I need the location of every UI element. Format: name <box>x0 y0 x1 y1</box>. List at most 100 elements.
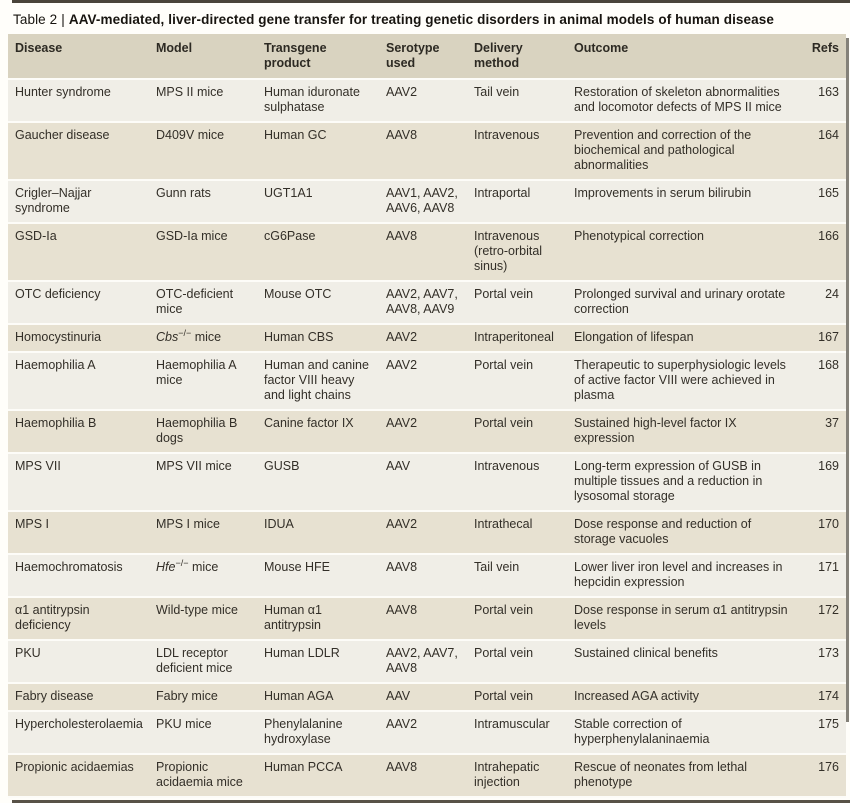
cell-model: Cbs−/− mice <box>156 324 264 353</box>
cell-serotype: AAV8 <box>386 597 474 641</box>
cell-serotype: AAV8 <box>386 554 474 598</box>
cell-transgene: Human CBS <box>264 324 386 353</box>
table-row: Gaucher disease D409V mice Human GC AAV8 Int… <box>8 122 846 181</box>
cell-model: Haemophilia A mice <box>156 352 264 411</box>
cell-transgene: Human GC <box>264 122 386 181</box>
cell-refs: 165 <box>804 180 846 224</box>
cell-delivery: Portal vein <box>474 683 574 712</box>
col-header-model: Model <box>156 34 264 80</box>
cell-delivery: Intravenous <box>474 453 574 512</box>
table-caption: Table 2 | AAV-mediated, liver-directed gen… <box>0 0 850 34</box>
cell-refs: 176 <box>804 754 846 798</box>
cell-outcome: Restoration of skeleton abnormalities an… <box>574 79 804 123</box>
table-row: Crigler–Najjar syndrome Gunn rats UGT1A1 AA… <box>8 180 846 224</box>
cell-serotype: AAV8 <box>386 223 474 282</box>
cell-disease: Hypercholesterolaemia <box>8 711 156 755</box>
cell-disease: MPS I <box>8 511 156 555</box>
cell-serotype: AAV2 <box>386 79 474 123</box>
cell-model: Hfe−/− mice <box>156 554 264 598</box>
cell-refs: 173 <box>804 640 846 684</box>
cell-delivery: Intraportal <box>474 180 574 224</box>
cell-serotype: AAV2 <box>386 410 474 454</box>
cell-delivery: Portal vein <box>474 597 574 641</box>
cell-disease: Gaucher disease <box>8 122 156 181</box>
cell-refs: 172 <box>804 597 846 641</box>
cell-outcome: Phenotypical correction <box>574 223 804 282</box>
cell-delivery: Tail vein <box>474 554 574 598</box>
cell-delivery: Intramuscular <box>474 711 574 755</box>
cell-transgene: Human α1 antitrypsin <box>264 597 386 641</box>
cell-outcome: Prevention and correction of the biochem… <box>574 122 804 181</box>
cell-model: Haemophilia B dogs <box>156 410 264 454</box>
cell-disease: MPS VII <box>8 453 156 512</box>
cell-transgene: Human PCCA <box>264 754 386 798</box>
col-header-disease: Disease <box>8 34 156 80</box>
cell-delivery: Intraperitoneal <box>474 324 574 353</box>
table-row: Homocystinuria Cbs−/− mice Human CBS AAV2 In… <box>8 324 846 353</box>
table-row: Haemochromatosis Hfe−/− mice Mouse HFE AAV8… <box>8 554 846 598</box>
cell-disease: Homocystinuria <box>8 324 156 353</box>
top-rule <box>12 0 850 3</box>
cell-transgene: cG6Pase <box>264 223 386 282</box>
cell-serotype: AAV <box>386 453 474 512</box>
table-row: GSD-Ia GSD-Ia mice cG6Pase AAV8 Intravenous … <box>8 223 846 282</box>
cell-transgene: Human and canine factor VIII heavy and l… <box>264 352 386 411</box>
cell-disease: Haemophilia B <box>8 410 156 454</box>
table-title: AAV-mediated, liver-directed gene transf… <box>68 12 774 27</box>
cell-outcome: Therapeutic to superphysiologic levels o… <box>574 352 804 411</box>
cell-disease: Crigler–Najjar syndrome <box>8 180 156 224</box>
cell-refs: 37 <box>804 410 846 454</box>
cell-model: PKU mice <box>156 711 264 755</box>
cell-disease: PKU <box>8 640 156 684</box>
cell-model: MPS I mice <box>156 511 264 555</box>
table-row: Hypercholesterolaemia PKU mice Phenylalani… <box>8 711 846 755</box>
table-row: PKU LDL receptor deficient mice Human LDLR… <box>8 640 846 684</box>
cell-model: Propionic acidaemia mice <box>156 754 264 798</box>
cell-model: Fabry mice <box>156 683 264 712</box>
cell-serotype: AAV1, AAV2, AAV6, AAV8 <box>386 180 474 224</box>
cell-outcome: Dose response in serum α1 antitrypsin le… <box>574 597 804 641</box>
cell-refs: 175 <box>804 711 846 755</box>
header-row: Disease Model Transgene product Serotype… <box>8 34 846 80</box>
cell-transgene: Phenylalanine hydroxylase <box>264 711 386 755</box>
cell-refs: 169 <box>804 453 846 512</box>
table-row: MPS VII MPS VII mice GUSB AAV Intravenous Lon… <box>8 453 846 512</box>
cell-refs: 166 <box>804 223 846 282</box>
caption-separator: | <box>61 12 65 27</box>
cell-delivery: Intrathecal <box>474 511 574 555</box>
cell-refs: 164 <box>804 122 846 181</box>
cell-serotype: AAV2 <box>386 711 474 755</box>
cell-serotype: AAV8 <box>386 754 474 798</box>
cell-disease: α1 antitrypsin deficiency <box>8 597 156 641</box>
cell-serotype: AAV2, AAV7, AAV8, AAV9 <box>386 281 474 325</box>
cell-transgene: GUSB <box>264 453 386 512</box>
col-header-delivery: Delivery method <box>474 34 574 80</box>
cell-delivery: Intravenous (retro-orbital sinus) <box>474 223 574 282</box>
cell-transgene: Mouse HFE <box>264 554 386 598</box>
cell-outcome: Sustained high-level factor IX expressio… <box>574 410 804 454</box>
cell-disease: Propionic acidaemias <box>8 754 156 798</box>
table-row: MPS I MPS I mice IDUA AAV2 Intrathecal Dose r… <box>8 511 846 555</box>
cell-outcome: Stable correction of hyperphenylalaninae… <box>574 711 804 755</box>
cell-disease: Haemochromatosis <box>8 554 156 598</box>
table-row: Hunter syndrome MPS II mice Human iduronat… <box>8 79 846 123</box>
cell-outcome: Lower liver iron level and increases in … <box>574 554 804 598</box>
cell-transgene: Human AGA <box>264 683 386 712</box>
cell-transgene: Human LDLR <box>264 640 386 684</box>
cell-disease: OTC deficiency <box>8 281 156 325</box>
cell-serotype: AAV <box>386 683 474 712</box>
cell-delivery: Intrahepatic injection <box>474 754 574 798</box>
cell-model: OTC-deficient mice <box>156 281 264 325</box>
cell-outcome: Rescue of neonates from lethal phenotype <box>574 754 804 798</box>
cell-model: LDL receptor deficient mice <box>156 640 264 684</box>
cell-disease: Haemophilia A <box>8 352 156 411</box>
cell-serotype: AAV2, AAV7, AAV8 <box>386 640 474 684</box>
col-header-outcome: Outcome <box>574 34 804 80</box>
table-row: Fabry disease Fabry mice Human AGA AAV Porta… <box>8 683 846 712</box>
cell-outcome: Elongation of lifespan <box>574 324 804 353</box>
cell-transgene: Mouse OTC <box>264 281 386 325</box>
cell-outcome: Increased AGA activity <box>574 683 804 712</box>
table-row: α1 antitrypsin deficiency Wild-type mice H… <box>8 597 846 641</box>
cell-refs: 163 <box>804 79 846 123</box>
cell-delivery: Intravenous <box>474 122 574 181</box>
